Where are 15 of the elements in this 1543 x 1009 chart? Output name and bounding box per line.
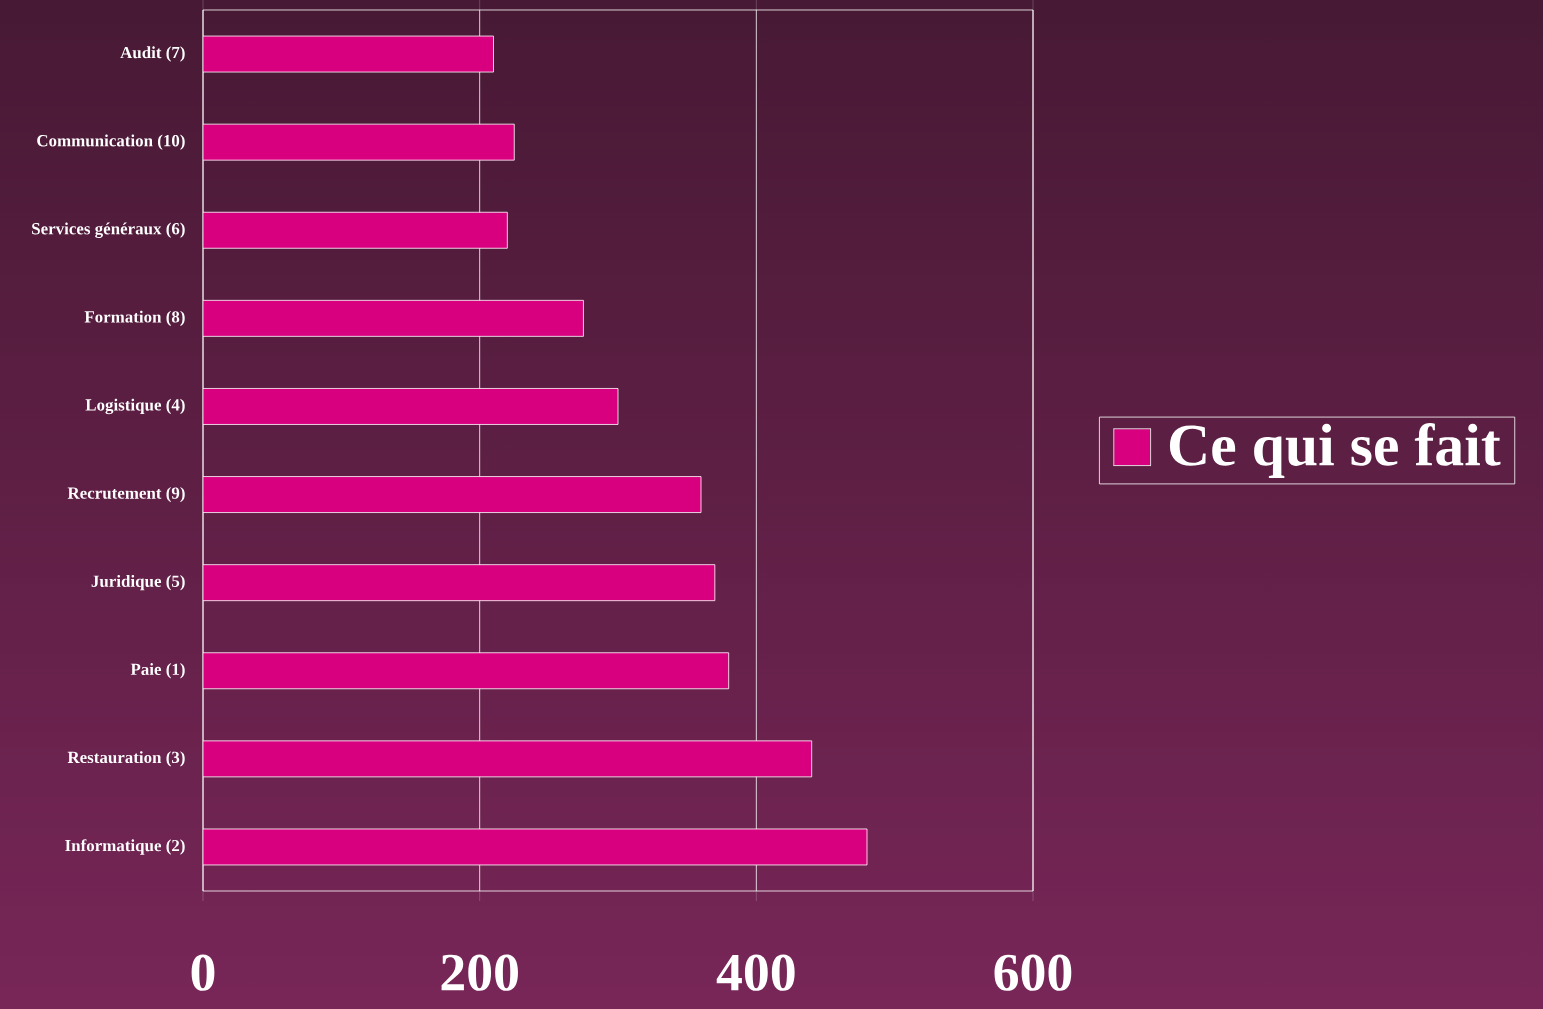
- x-tick-label: 400: [716, 954, 795, 991]
- y-tick-label: Audit (7): [120, 46, 185, 62]
- y-tick-label: Informatique (2): [65, 839, 185, 855]
- y-tick-label: Logistique (4): [85, 398, 185, 415]
- legend-label: Ce qui se fait: [1169, 423, 1501, 478]
- y-tick-label: Recrutement (9): [67, 486, 185, 503]
- y-tick-label: Formation (8): [84, 310, 185, 327]
- x-tick-label: 0: [191, 954, 215, 991]
- y-tick-label: Communication (10): [37, 134, 185, 150]
- x-tick-label: 600: [994, 954, 1072, 991]
- x-tick-label: 200: [441, 954, 518, 991]
- y-tick-label: Juridique (5): [91, 574, 185, 591]
- y-tick-label: Restauration (3): [67, 751, 185, 767]
- y-tick-label: Services généraux (6): [32, 222, 185, 238]
- y-tick-label: Paie (1): [130, 663, 185, 679]
